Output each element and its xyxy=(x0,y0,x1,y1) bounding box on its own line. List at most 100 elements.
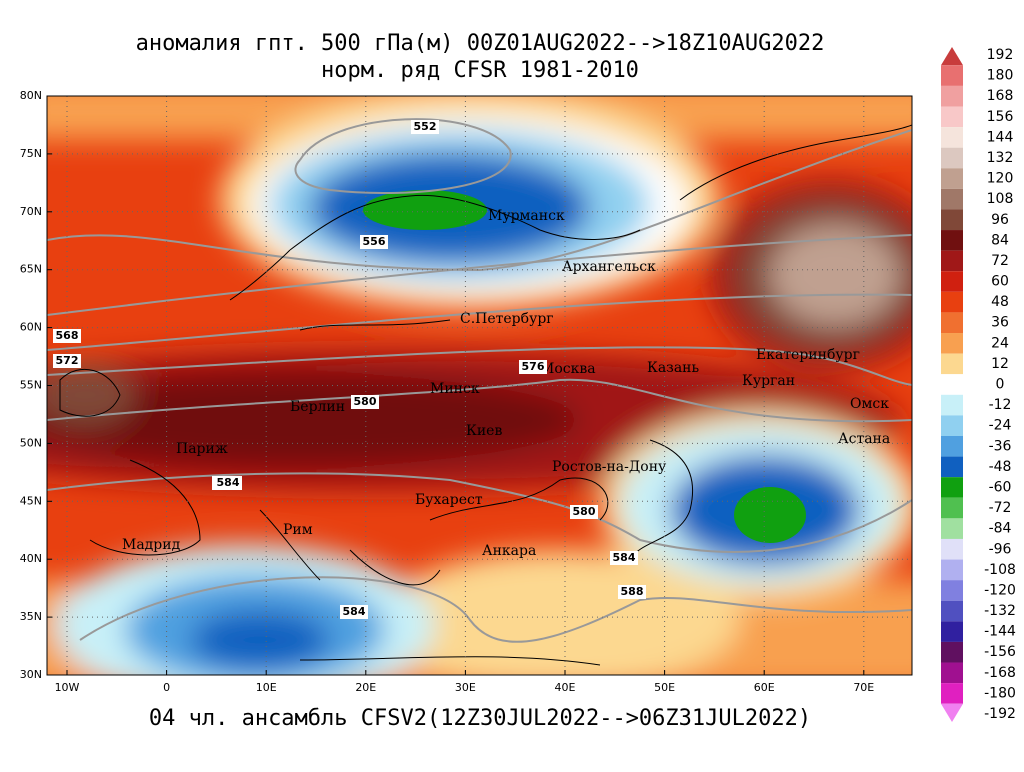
contour-label: 588 xyxy=(621,585,644,598)
colorbar-swatch xyxy=(941,65,963,86)
colorbar-label: 12 xyxy=(991,356,1009,372)
lat-tick-label: 65N xyxy=(20,263,42,276)
contour-label-box xyxy=(519,360,547,374)
lat-tick-label: 30N xyxy=(20,668,42,681)
colorbar-label: -120 xyxy=(984,582,1016,598)
lat-tick-label: 80N xyxy=(20,89,42,102)
colorbar-swatch xyxy=(941,518,963,539)
footer: 04 чл. ансамбль CFSV2(12Z30JUL2022-->06Z… xyxy=(149,706,811,731)
colorbar-swatch xyxy=(941,271,963,292)
city-label: Киев xyxy=(466,423,502,439)
contour-label-box xyxy=(53,354,81,368)
city-label: Париж xyxy=(176,441,228,457)
lat-tick-label: 40N xyxy=(20,552,42,565)
colorbar-label: -192 xyxy=(984,706,1016,722)
colorbar-swatch xyxy=(941,85,963,107)
colorbar-swatch xyxy=(941,127,963,148)
city-label: Архангельск xyxy=(562,259,656,275)
lon-tick-label: 40E xyxy=(555,681,576,694)
city-label: Курган xyxy=(742,373,795,389)
colorbar-label: -72 xyxy=(989,500,1012,516)
colorbar-label: 48 xyxy=(991,294,1009,310)
contour-label: 576 xyxy=(522,360,545,373)
colorbar-swatch xyxy=(941,641,963,663)
contour-label-box xyxy=(53,329,81,343)
colorbar-label: -108 xyxy=(984,562,1016,578)
colorbar-swatch xyxy=(941,559,963,581)
colorbar-swatch xyxy=(941,312,963,334)
contour-label: 580 xyxy=(354,395,377,408)
contour-label-box xyxy=(618,585,646,599)
colorbar-label: 168 xyxy=(987,88,1014,104)
city-label: Анкара xyxy=(482,543,536,559)
colorbar-label: -180 xyxy=(984,685,1016,701)
colorbar-swatch xyxy=(941,106,963,128)
contour-label-box xyxy=(351,395,379,409)
colorbar-label: 156 xyxy=(987,109,1014,125)
lat-tick-label: 35N xyxy=(20,610,42,623)
city-label: Мадрид xyxy=(122,537,181,553)
colorbar-cap xyxy=(941,703,963,722)
colorbar-label: -48 xyxy=(989,459,1012,475)
colorbar-swatch xyxy=(941,497,963,519)
lon-tick-label: 60E xyxy=(754,681,775,694)
colorbar-swatch xyxy=(941,477,963,498)
colorbar-swatch xyxy=(941,374,963,395)
colorbar-swatch xyxy=(941,394,963,416)
contour-label: 584 xyxy=(613,551,636,564)
colorbar-swatch xyxy=(941,621,963,642)
colorbar-label: -24 xyxy=(989,418,1012,434)
contour-label-box xyxy=(610,551,638,565)
contour-label-box xyxy=(340,605,368,619)
colorbar-label: -156 xyxy=(984,644,1016,660)
colorbar-label: 72 xyxy=(991,253,1009,269)
city-label: Казань xyxy=(647,360,699,376)
colorbar-label: 120 xyxy=(987,171,1014,187)
colorbar-label: -96 xyxy=(989,541,1012,557)
colorbar-swatch xyxy=(941,415,963,436)
colorbar-swatch xyxy=(941,683,963,704)
lat-tick-label: 70N xyxy=(20,205,42,218)
city-label: Мурманск xyxy=(488,208,565,224)
colorbar-swatch xyxy=(941,580,963,601)
colorbar-label: 96 xyxy=(991,212,1009,228)
colorbar-swatch xyxy=(941,209,963,231)
colorbar-swatch xyxy=(941,291,963,313)
colorbar-label: 144 xyxy=(987,129,1014,145)
colorbar-label: -84 xyxy=(989,521,1012,537)
colorbar-swatch xyxy=(941,600,963,622)
colorbar-label: 60 xyxy=(991,274,1009,290)
contour-label: 580 xyxy=(573,505,596,518)
contour-label-box xyxy=(360,235,388,249)
lon-tick-label: 50E xyxy=(654,681,675,694)
colorbar-label: -60 xyxy=(989,479,1012,495)
city-label: Минск xyxy=(430,381,480,397)
contour-label: 572 xyxy=(56,354,79,367)
colorbar-label: -132 xyxy=(984,603,1016,619)
contour-label-box xyxy=(411,120,439,134)
colorbar-swatch xyxy=(941,538,963,560)
lat-tick-label: 55N xyxy=(20,379,42,392)
title-line: норм. ряд CFSR 1981-2010 xyxy=(321,58,639,83)
colorbar-swatch xyxy=(941,333,963,354)
colorbar-label: 84 xyxy=(991,232,1009,248)
colorbar-label: 36 xyxy=(991,315,1009,331)
contour-label: 556 xyxy=(363,235,386,248)
lat-tick-label: 50N xyxy=(20,436,42,449)
colorbar-swatch xyxy=(941,168,963,189)
city-label: С.Петербург xyxy=(460,311,554,327)
lon-tick-label: 10W xyxy=(55,681,80,694)
colorbar-swatch xyxy=(941,353,963,375)
colorbar-swatch xyxy=(941,435,963,457)
colorbar-label: 0 xyxy=(996,377,1005,393)
colorbar-swatch xyxy=(941,230,963,251)
colorbar-cap xyxy=(941,47,963,66)
colorbar-swatch xyxy=(941,662,963,684)
contour-label: 584 xyxy=(217,476,240,489)
city-label: Омск xyxy=(850,396,889,412)
city-label: Рим xyxy=(283,522,313,538)
lon-tick-label: 10E xyxy=(256,681,277,694)
colorbar-label: -36 xyxy=(989,438,1012,454)
lat-tick-label: 75N xyxy=(20,147,42,160)
